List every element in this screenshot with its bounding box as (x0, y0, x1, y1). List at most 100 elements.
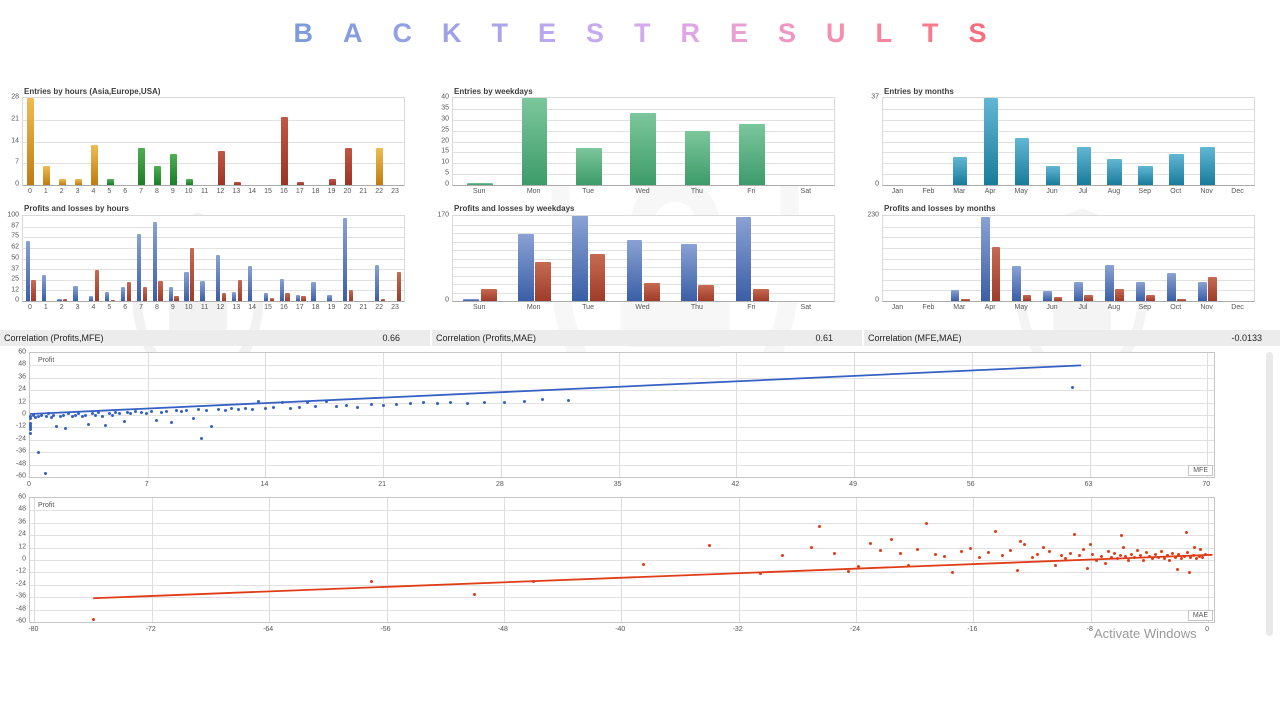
x-tick-label: Oct (1170, 304, 1182, 311)
x-tick-label: -48 (497, 626, 508, 633)
gridline (854, 353, 856, 477)
x-tick-label: 11 (200, 304, 209, 311)
x-tick-label: Aug (1107, 188, 1121, 195)
data-point (36, 414, 40, 418)
x-tick-label: 9 (170, 188, 175, 195)
y-tick-label: -60 (15, 617, 26, 625)
data-point (126, 411, 130, 415)
data-point (129, 412, 133, 416)
bar (233, 181, 241, 185)
bar (1043, 290, 1053, 301)
y-tick-label: 0 (15, 296, 19, 304)
data-point (134, 410, 138, 414)
correlation-value: -0.0133 (1231, 333, 1262, 343)
y-tick-label: 0 (875, 296, 879, 304)
data-point (169, 420, 173, 424)
data-point (381, 404, 385, 408)
title-letter: E (537, 18, 556, 48)
bar (279, 278, 284, 301)
gridline (621, 498, 623, 622)
bar (1136, 281, 1145, 301)
bar (74, 178, 82, 185)
correlation-label: Correlation (Profits,MFE) (4, 333, 104, 343)
x-tick-label: 17 (295, 188, 304, 195)
plot-area: Profit MAE (29, 497, 1215, 623)
data-point (87, 422, 91, 426)
gridline (1208, 498, 1210, 622)
data-point (28, 423, 32, 427)
bar (1084, 295, 1094, 301)
data-point (1136, 549, 1140, 553)
data-point (43, 472, 47, 476)
gridline (500, 353, 502, 477)
x-tick-label: -40 (615, 626, 626, 633)
bar (517, 233, 534, 301)
y-tick-label: 170 (437, 211, 449, 219)
x-tick-label: 2 (59, 188, 64, 195)
data-point (898, 552, 902, 556)
data-point (1124, 555, 1128, 559)
x-tick-label: 63 (1084, 481, 1093, 488)
bar (698, 284, 715, 301)
data-point (1042, 546, 1046, 550)
data-point (1183, 555, 1187, 559)
y-tick-label: 12 (18, 398, 26, 406)
bar (237, 279, 243, 301)
title-letter: K (441, 18, 462, 48)
y-tick-label: -24 (15, 580, 26, 588)
bar (343, 217, 348, 301)
x-tick-label: 18 (311, 304, 320, 311)
data-point (314, 405, 318, 409)
gridline (151, 498, 153, 622)
data-point (1008, 549, 1012, 553)
gridline (30, 377, 1214, 379)
bar (348, 289, 354, 301)
y-axis-label: Profit (38, 502, 55, 509)
bar (216, 255, 221, 301)
data-point (1077, 554, 1081, 558)
vertical-scrollbar[interactable] (1266, 352, 1273, 636)
data-point (257, 400, 261, 404)
data-point (1059, 554, 1063, 558)
y-tick-label: 62 (11, 243, 19, 251)
x-tick-label: 1 (43, 304, 48, 311)
y-tick-label: 14 (11, 137, 19, 144)
data-point (1130, 553, 1134, 557)
gridline (23, 258, 404, 260)
chart-title: Entries by hours (Asia,Europe,USA) (24, 87, 161, 96)
x-tick-label: 19 (327, 188, 336, 195)
bar (142, 286, 147, 301)
data-point (100, 414, 104, 418)
x-tick-label: -16 (967, 626, 978, 633)
bar (950, 289, 960, 301)
x-tick-label: Mon (526, 304, 541, 311)
x-tick-label: 13 (232, 304, 241, 311)
gridline (883, 247, 1254, 249)
title-letter: B (293, 18, 313, 48)
data-point (223, 409, 227, 413)
bar (952, 156, 968, 185)
data-point (370, 580, 374, 584)
y-tick-label: 25 (441, 126, 449, 134)
data-point (1175, 567, 1179, 571)
data-point (297, 406, 301, 410)
gridline (147, 353, 149, 477)
data-point (1142, 558, 1146, 562)
data-point (84, 413, 87, 417)
x-tick-label: Thu (690, 304, 703, 311)
data-point (1103, 561, 1107, 565)
title-letter: S (585, 18, 604, 48)
correlation-profits-mfe: Correlation (Profits,MFE) 0.66 (0, 330, 430, 346)
y-tick-label: 48 (18, 505, 26, 513)
data-point (1177, 553, 1181, 557)
bar (174, 295, 179, 301)
bar (126, 282, 131, 301)
data-point (250, 408, 254, 412)
gridline (453, 258, 834, 260)
data-point (1162, 557, 1166, 561)
x-tick-label: 5 (107, 304, 112, 311)
bar (960, 299, 970, 301)
bar (1022, 295, 1032, 301)
x-tick-label: Tue (582, 188, 594, 195)
gridline (618, 353, 620, 477)
